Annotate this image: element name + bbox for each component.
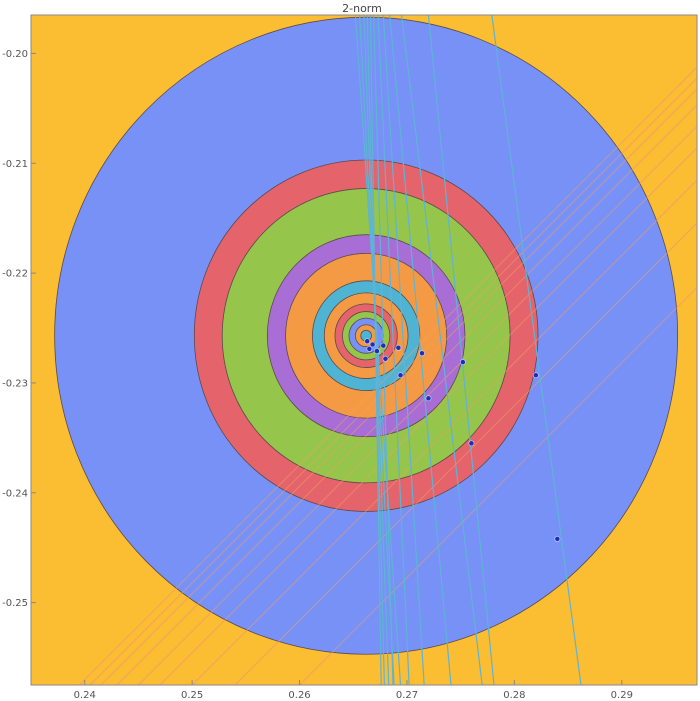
iterate-point-9 [380, 342, 387, 349]
iterate-point-0 [554, 536, 561, 542]
iterate-point-2 [468, 440, 475, 447]
x-tick-label-5: 0.29 [611, 690, 633, 701]
iterate-point-1 [532, 372, 539, 379]
iterate-point-8 [382, 355, 389, 362]
y-tick-label-1: -0.21 [2, 159, 28, 170]
x-tick-label-1: 0.25 [181, 690, 203, 701]
diagonal-line-overlay-5 [159, 147, 697, 685]
steep-line-9 [401, 15, 483, 685]
iterate-point-11 [369, 341, 376, 348]
steep-line-11 [491, 15, 582, 685]
iterate-point-10 [373, 348, 380, 354]
plot-frame [30, 14, 698, 686]
steep-line-7 [382, 15, 425, 685]
iterate-point-4 [425, 395, 432, 402]
y-tick-label-2: -0.22 [2, 269, 28, 280]
x-axis: 0.24 0.25 0.26 0.27 0.28 0.29 [74, 680, 633, 701]
y-axis: -0.20 -0.21 -0.22 -0.23 -0.24 -0.25 [2, 49, 36, 609]
y-tick-label-5: -0.25 [2, 598, 28, 609]
x-tick-label-4: 0.28 [503, 690, 525, 701]
y-tick-label-0: -0.20 [2, 49, 28, 60]
iterate-point-7 [395, 344, 402, 351]
iterate-point-13 [364, 338, 371, 345]
iterate-point-3 [459, 359, 466, 365]
iterate-point-12 [366, 346, 373, 352]
x-tick-label-0: 0.24 [74, 690, 96, 701]
x-tick-label-3: 0.27 [396, 690, 418, 701]
chart-title: 2-norm [342, 2, 382, 15]
diagonal-line-overlay-4 [138, 126, 697, 685]
diagonal-line-overlay-1 [89, 77, 697, 685]
diagonal-line-overlay-2 [100, 88, 697, 685]
x-tick-label-2: 0.26 [288, 690, 310, 701]
iterate-point-6 [397, 372, 404, 379]
diagonal-line-overlay-8 [299, 287, 697, 685]
contour-group [54, 16, 697, 685]
y-tick-label-3: -0.23 [2, 378, 28, 389]
steep-line-8 [389, 15, 452, 685]
plot-area [31, 15, 697, 685]
steep-line-6 [377, 15, 410, 685]
y-tick-label-4: -0.24 [2, 488, 28, 499]
diagonal-line-overlay-7 [234, 222, 697, 685]
iterate-point-5 [419, 350, 425, 357]
steep-line-10 [427, 15, 495, 685]
steep-line-5 [373, 15, 394, 685]
diagonal-line-overlay-0 [78, 66, 697, 685]
diagonal-line-overlay-6 [191, 179, 697, 685]
iterate-point-group [364, 338, 561, 542]
